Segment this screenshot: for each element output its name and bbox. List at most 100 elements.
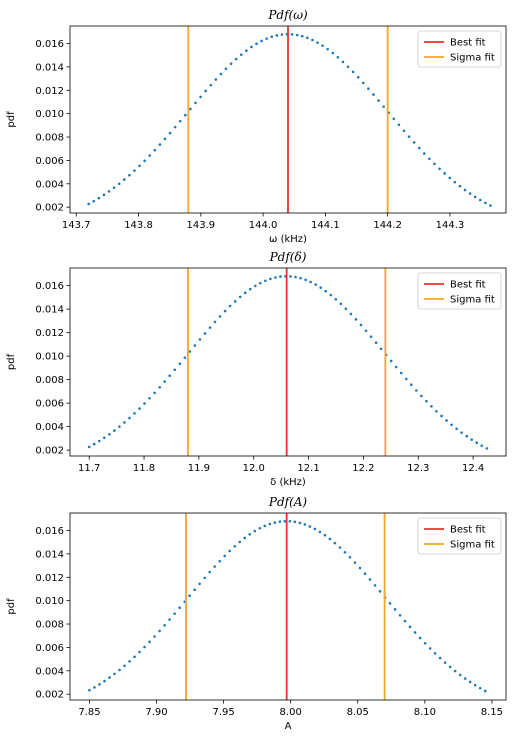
x-tick-label: 8.00 bbox=[280, 707, 302, 718]
data-point bbox=[440, 414, 443, 418]
data-point bbox=[460, 431, 463, 434]
data-point bbox=[279, 275, 282, 278]
data-point bbox=[334, 297, 338, 301]
data-point bbox=[423, 152, 426, 155]
data-point bbox=[308, 525, 312, 528]
data-point bbox=[253, 284, 257, 288]
legend-box bbox=[417, 30, 502, 68]
data-point bbox=[415, 389, 418, 392]
data-point bbox=[399, 371, 403, 375]
data-point bbox=[97, 196, 101, 200]
data-point bbox=[223, 309, 227, 313]
data-point bbox=[351, 70, 355, 74]
data-point bbox=[270, 35, 274, 39]
data-point bbox=[397, 123, 401, 127]
data-point bbox=[233, 300, 237, 303]
data-point bbox=[382, 105, 385, 108]
data-point bbox=[260, 39, 263, 43]
data-point bbox=[489, 204, 492, 207]
y-tick-label: 0.004 bbox=[35, 179, 64, 190]
data-point bbox=[448, 665, 452, 669]
data-point bbox=[264, 279, 267, 283]
data-point bbox=[412, 141, 416, 144]
data-point bbox=[298, 521, 302, 525]
y-tick-label: 0.016 bbox=[35, 281, 64, 292]
data-point bbox=[389, 359, 393, 363]
x-axis-label: A bbox=[285, 721, 292, 732]
data-point bbox=[367, 87, 370, 91]
data-point bbox=[214, 78, 218, 81]
data-point bbox=[372, 93, 375, 96]
data-point bbox=[458, 673, 462, 677]
data-point bbox=[97, 439, 101, 443]
data-point bbox=[430, 405, 433, 408]
data-point bbox=[388, 602, 392, 605]
data-point bbox=[183, 356, 187, 359]
data-point bbox=[468, 680, 472, 684]
x-tick-label: 144.2 bbox=[373, 220, 402, 231]
data-point bbox=[314, 283, 317, 286]
data-point bbox=[112, 186, 116, 189]
data-point bbox=[438, 167, 441, 171]
data-point bbox=[346, 65, 350, 69]
data-point bbox=[173, 125, 177, 129]
data-point bbox=[168, 374, 172, 378]
x-axis-label: ω (kHz) bbox=[269, 234, 307, 245]
data-point bbox=[433, 162, 436, 166]
data-point bbox=[102, 436, 106, 440]
data-point bbox=[392, 117, 396, 121]
data-point bbox=[306, 36, 309, 40]
data-point bbox=[373, 584, 377, 587]
data-point bbox=[363, 572, 367, 575]
y-tick-label: 0.010 bbox=[35, 352, 64, 363]
data-point bbox=[407, 135, 411, 138]
data-point bbox=[198, 338, 202, 341]
data-point bbox=[263, 524, 267, 528]
data-point bbox=[102, 193, 106, 197]
data-point bbox=[299, 276, 302, 280]
legend: Best fit Sigma fit bbox=[417, 517, 502, 555]
y-tick-label: 0.010 bbox=[35, 596, 64, 607]
data-point bbox=[353, 561, 357, 564]
data-point bbox=[128, 173, 131, 177]
data-point bbox=[108, 676, 111, 679]
data-point bbox=[275, 34, 279, 37]
data-point bbox=[361, 81, 365, 85]
chart-panel-3: Pdf(A) 0.002 0.004 0.006 0.008 0.010 0.012 0.01… bbox=[6, 495, 507, 732]
data-point bbox=[294, 275, 297, 279]
y-tick-label: 0.002 bbox=[35, 690, 64, 701]
data-point bbox=[435, 409, 438, 413]
data-point bbox=[328, 537, 332, 541]
data-point bbox=[122, 178, 126, 181]
data-point bbox=[138, 164, 141, 168]
data-point bbox=[483, 689, 487, 693]
data-point bbox=[93, 686, 96, 689]
data-point bbox=[478, 198, 482, 202]
data-point bbox=[108, 432, 111, 436]
data-point bbox=[243, 536, 247, 540]
data-point bbox=[290, 33, 294, 36]
data-point bbox=[321, 44, 324, 47]
data-point bbox=[433, 652, 437, 655]
data-point bbox=[349, 312, 353, 316]
data-point bbox=[163, 624, 166, 627]
data-point bbox=[278, 520, 282, 523]
data-point bbox=[318, 530, 322, 534]
data-point bbox=[470, 438, 474, 441]
data-point bbox=[420, 394, 423, 398]
y-tick-label: 0.006 bbox=[35, 399, 64, 410]
data-point bbox=[425, 399, 428, 403]
data-point bbox=[283, 519, 287, 523]
data-point bbox=[87, 445, 91, 449]
data-point bbox=[356, 76, 360, 79]
data-point bbox=[193, 344, 197, 347]
y-tick-label: 0.010 bbox=[35, 109, 64, 120]
data-point bbox=[374, 341, 378, 344]
y-tick-label: 0.014 bbox=[35, 549, 64, 560]
data-point bbox=[133, 655, 136, 659]
legend-label: Sigma fit bbox=[450, 540, 495, 551]
data-point bbox=[394, 365, 398, 369]
x-tick-label: 8.10 bbox=[414, 707, 436, 718]
data-point bbox=[168, 618, 171, 621]
